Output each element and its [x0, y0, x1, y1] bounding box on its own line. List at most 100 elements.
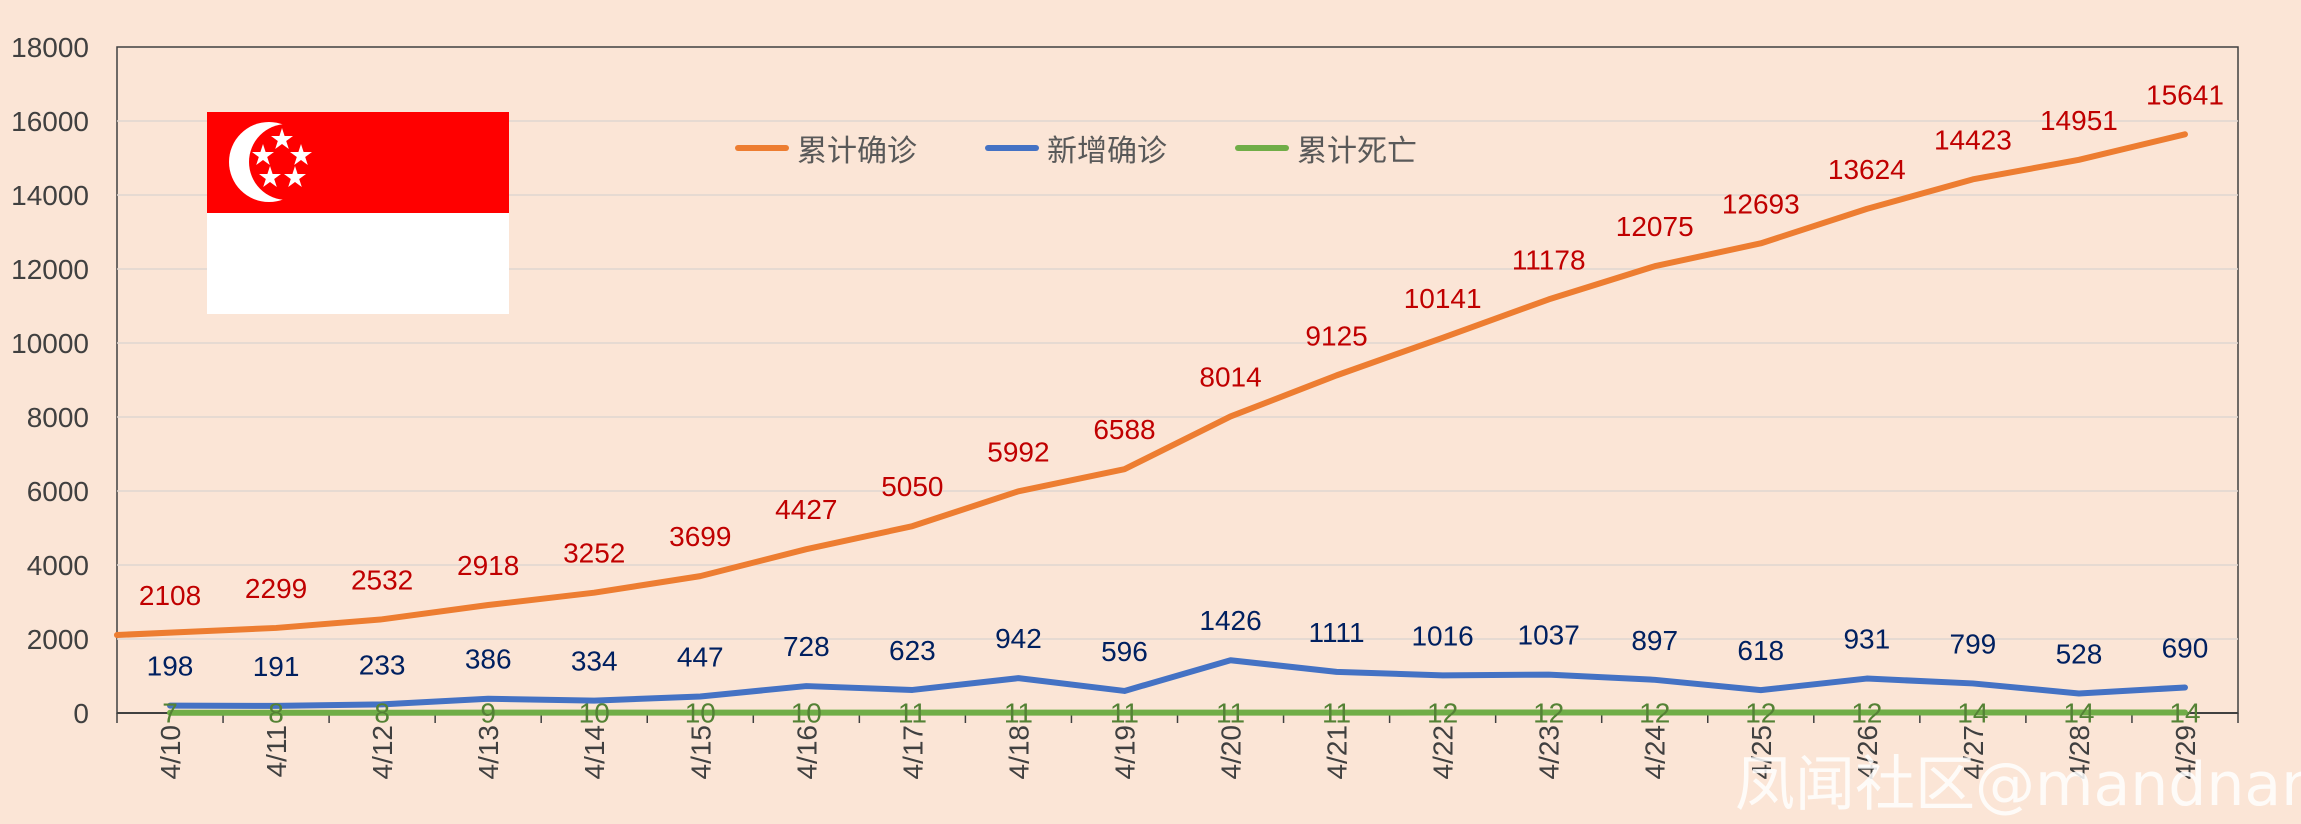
data-label: 5050	[881, 471, 943, 502]
y-tick-label: 4000	[27, 550, 89, 581]
data-label: 334	[571, 646, 618, 677]
legend-swatch	[1235, 145, 1289, 151]
legend-item-new-cases: 新增确诊	[985, 126, 1167, 170]
data-label: 11	[1216, 698, 1245, 729]
chart-legend: 累计确诊 新增确诊 累计死亡	[735, 126, 1417, 170]
data-label: 1426	[1199, 605, 1261, 636]
data-label: 10	[685, 698, 716, 729]
data-label: 233	[359, 649, 406, 680]
data-label: 13624	[1828, 154, 1906, 185]
data-label: 596	[1101, 636, 1148, 667]
data-label: 799	[1950, 628, 1997, 659]
series-line	[114, 131, 2188, 639]
x-tick-label: 4/18	[1003, 725, 1034, 780]
data-label: 942	[995, 623, 1042, 654]
data-label: 618	[1737, 635, 1784, 666]
x-tick-label: 4/28	[2064, 725, 2095, 780]
x-tick-label: 4/27	[1958, 725, 1989, 780]
y-tick-label: 2000	[27, 624, 89, 655]
data-label: 14951	[2040, 105, 2118, 136]
data-label: 12	[1745, 698, 1776, 729]
data-label: 14	[1957, 697, 1988, 728]
data-label: 1037	[1518, 620, 1580, 651]
data-label: 2108	[139, 580, 201, 611]
data-label: 14	[2169, 697, 2200, 728]
data-label: 191	[253, 651, 300, 682]
data-label: 1016	[1411, 620, 1473, 651]
data-label: 931	[1843, 624, 1890, 655]
data-label: 897	[1631, 625, 1678, 656]
x-tick-label: 4/17	[897, 725, 928, 780]
data-label: 12	[1851, 698, 1882, 729]
x-tick-label: 4/20	[1216, 725, 1247, 780]
x-tick-label: 4/12	[367, 725, 398, 780]
data-label: 12	[1639, 698, 1670, 729]
data-label: 11	[1322, 698, 1351, 729]
data-label: 14	[2063, 697, 2094, 728]
data-label: 5992	[987, 436, 1049, 467]
data-label: 12	[1427, 698, 1458, 729]
y-tick-label: 14000	[11, 180, 89, 211]
watermark: 凤闻社区@mandnan	[1735, 750, 2301, 820]
data-label: 12075	[1616, 211, 1694, 242]
data-label: 198	[147, 651, 194, 682]
legend-swatch	[985, 145, 1039, 151]
data-label: 9125	[1305, 320, 1367, 351]
data-label: 3699	[669, 521, 731, 552]
y-tick-label: 18000	[11, 32, 89, 63]
data-label: 11	[898, 698, 927, 729]
y-tick-label: 6000	[27, 476, 89, 507]
legend-label: 累计死亡	[1297, 134, 1417, 169]
data-label: 6588	[1093, 414, 1155, 445]
x-tick-label: 4/11	[261, 725, 292, 777]
series-line	[167, 657, 2188, 709]
data-label: 14423	[1934, 124, 2012, 155]
x-tick-label: 4/19	[1109, 725, 1140, 780]
legend-label: 累计确诊	[797, 134, 917, 169]
x-tick-label: 4/23	[1534, 725, 1565, 780]
data-label: 386	[465, 644, 512, 675]
data-label: 10	[791, 698, 822, 729]
x-tick-label: 4/10	[155, 725, 186, 780]
data-label: 12693	[1722, 188, 1800, 219]
data-label: 12	[1533, 698, 1564, 729]
legend-item-cumulative-cases: 累计确诊	[735, 126, 917, 170]
data-label: 528	[2056, 638, 2103, 669]
y-tick-label: 0	[73, 698, 89, 729]
data-label: 11	[1110, 698, 1139, 729]
data-label: 728	[783, 631, 830, 662]
x-tick-label: 4/13	[473, 725, 504, 780]
data-label: 8014	[1199, 361, 1261, 392]
x-tick-label: 4/24	[1640, 725, 1671, 780]
legend-swatch	[735, 145, 789, 151]
data-label: 2299	[245, 573, 307, 604]
x-tick-label: 4/16	[791, 725, 822, 780]
data-label: 447	[677, 641, 724, 672]
y-tick-label: 12000	[11, 254, 89, 285]
data-label: 1111	[1309, 617, 1365, 648]
data-label: 2532	[351, 564, 413, 595]
data-label: 11178	[1512, 244, 1586, 275]
x-tick-label: 4/29	[2170, 725, 2201, 780]
legend-item-cumulative-deaths: 累计死亡	[1235, 126, 1417, 170]
data-label: 2918	[457, 550, 519, 581]
y-tick-label: 8000	[27, 402, 89, 433]
data-label: 690	[2162, 632, 2209, 663]
data-label: 10	[579, 698, 610, 729]
data-label: 3252	[563, 538, 625, 569]
data-label: 4427	[775, 494, 837, 525]
x-tick-label: 4/26	[1852, 725, 1883, 780]
data-label: 15641	[2146, 79, 2224, 110]
data-label: 623	[889, 635, 936, 666]
x-tick-label: 4/14	[579, 725, 610, 780]
data-label: 11	[1004, 698, 1033, 729]
x-tick-label: 4/15	[685, 725, 716, 780]
y-tick-label: 16000	[11, 106, 89, 137]
data-label: 7	[162, 698, 178, 729]
singapore-flag-icon	[207, 112, 509, 314]
x-tick-label: 4/22	[1428, 725, 1459, 780]
x-tick-label: 4/21	[1322, 725, 1353, 780]
data-label: 10141	[1404, 283, 1482, 314]
